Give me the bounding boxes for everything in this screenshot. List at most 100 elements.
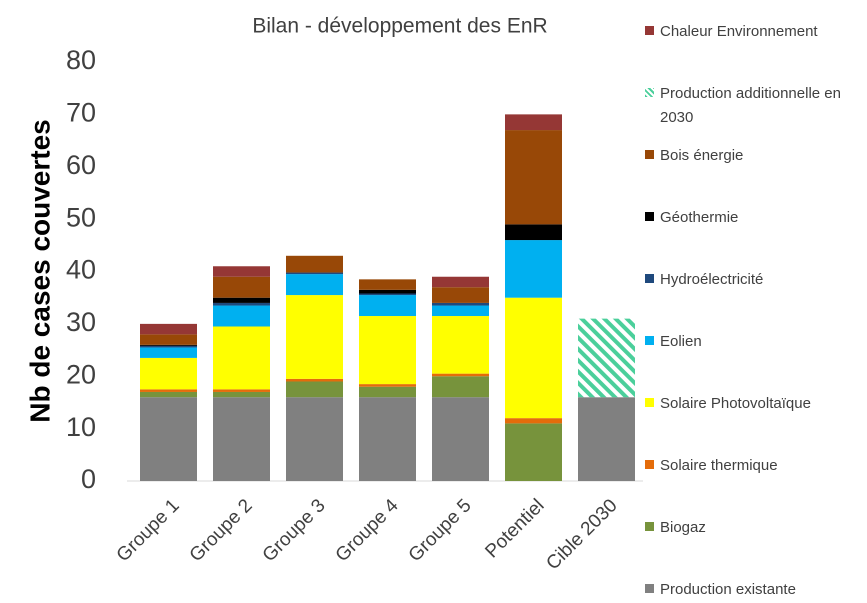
bar-segment (359, 386, 416, 398)
bar-segment (359, 293, 416, 296)
bar-segment (213, 389, 270, 392)
y-axis-label: Nb de cases couvertes (24, 119, 55, 423)
bar-segment (432, 376, 489, 398)
bar-segment (578, 397, 635, 481)
bar-segment (505, 418, 562, 424)
bar-segment (359, 295, 416, 317)
y-tick-label: 80 (66, 45, 96, 75)
bar-segment (505, 297, 562, 419)
bar-segment (286, 381, 343, 398)
legend-label: Solaire Photovoltaïque (660, 395, 811, 412)
legend-label: Géothermie (660, 209, 739, 226)
bar-segment (359, 397, 416, 481)
bar-segment (140, 334, 197, 345)
bar-segment (140, 357, 197, 390)
bar-segment (140, 344, 197, 346)
legend-item: Biogaz (645, 516, 860, 540)
bar-segment (286, 255, 343, 273)
legend-swatch (645, 584, 654, 593)
y-tick-label: 30 (66, 307, 96, 337)
bar-segment (286, 274, 343, 296)
bar-segment (578, 318, 635, 398)
bar-segment (432, 316, 489, 374)
bar-segment (213, 302, 270, 306)
bar-segment (286, 295, 343, 379)
y-tick-label: 0 (81, 464, 96, 494)
bar-segment (213, 326, 270, 390)
bar-segment (432, 397, 489, 481)
bar-segment (505, 224, 562, 241)
x-tick-label: Groupe 3 (259, 495, 330, 566)
bar-segment (213, 297, 270, 303)
legend-label: Production additionnelle en 2030 (660, 85, 841, 126)
bar-segment (432, 302, 489, 306)
legend-swatch (645, 460, 654, 469)
bar-segment (140, 397, 197, 481)
bar-segment (140, 391, 197, 398)
legend-swatch (645, 26, 654, 35)
legend-swatch (645, 274, 654, 283)
legend-label: Biogaz (660, 519, 706, 536)
x-tick-label: Groupe 4 (332, 495, 403, 566)
x-tick-label: Potentiel (481, 495, 548, 562)
bar-segment (505, 240, 562, 298)
bar-segment (505, 114, 562, 131)
y-tick-label: 50 (66, 202, 96, 232)
legend-item: Chaleur Environnement (645, 20, 860, 44)
legend-item: Solaire thermique (645, 454, 860, 478)
legend-swatch (645, 150, 654, 159)
legend-item: Production existante (645, 578, 860, 602)
y-tick-label: 10 (66, 412, 96, 442)
y-tick-label: 60 (66, 150, 96, 180)
legend-item: Solaire Photovoltaïque (645, 392, 860, 416)
legend-label: Chaleur Environnement (660, 23, 818, 40)
legend-label: Bois énergie (660, 147, 744, 164)
x-tick-label: Groupe 5 (405, 495, 476, 566)
bar-segment (432, 276, 489, 288)
bar-segment (140, 347, 197, 358)
bar-segment (140, 389, 197, 392)
legend-swatch (645, 336, 654, 345)
y-tick-label: 20 (66, 359, 96, 389)
bar-segment (432, 287, 489, 303)
legend-item: Eolien (645, 330, 860, 354)
bar-segment (505, 130, 562, 225)
bar-segment (359, 279, 416, 290)
bar-segment (359, 384, 416, 387)
legend-swatch (645, 212, 654, 221)
chart-title: Bilan - développement des EnR (252, 15, 547, 38)
legend-item: Production additionnelle en 2030 (645, 82, 860, 130)
bar-segment (286, 272, 343, 275)
bar-segment (359, 289, 416, 294)
legend-label: Hydroélectricité (660, 271, 764, 288)
legend-swatch (645, 522, 654, 531)
bar-segment (140, 323, 197, 335)
bar-segment (213, 276, 270, 298)
bar-segment (432, 305, 489, 317)
y-tick-label: 40 (66, 255, 96, 285)
legend-label: Solaire thermique (660, 457, 778, 474)
bar-segment (213, 305, 270, 327)
bar-segment (359, 316, 416, 385)
bar-segment (213, 391, 270, 398)
bar-segment (213, 266, 270, 277)
x-tick-label: Cible 2030 (542, 495, 621, 574)
bar-segment (505, 423, 562, 481)
legend-item: Géothermie (645, 206, 860, 230)
x-tick-label: Groupe 1 (113, 495, 184, 566)
legend-swatch (645, 398, 654, 407)
legend-label: Eolien (660, 333, 702, 350)
bar-segment (286, 378, 343, 382)
bar-segment (213, 397, 270, 481)
legend-item: Bois énergie (645, 144, 860, 168)
legend-label: Production existante (660, 581, 796, 598)
bar-segment (286, 397, 343, 481)
bar-segment (140, 345, 197, 348)
legend-swatch (645, 88, 654, 97)
legend-item: Hydroélectricité (645, 268, 860, 292)
x-tick-label: Groupe 2 (186, 495, 257, 566)
bar-segment (432, 373, 489, 377)
y-tick-label: 70 (66, 98, 96, 128)
